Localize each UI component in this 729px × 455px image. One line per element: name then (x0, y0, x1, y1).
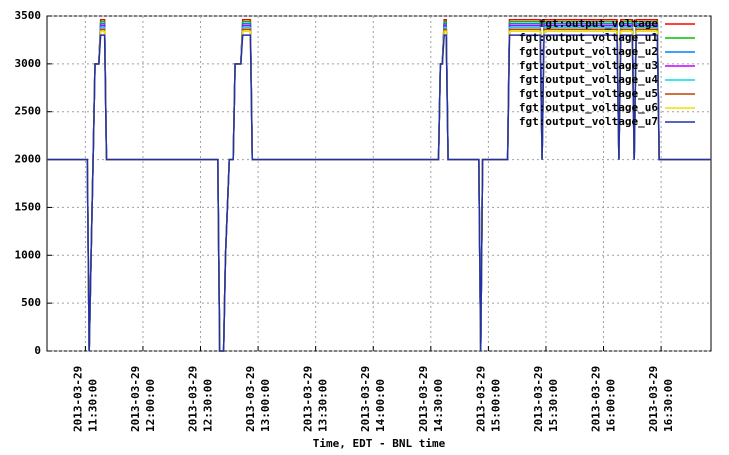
legend-label: fgt:output_voltage_u2 (519, 45, 658, 58)
legend-label: fgt:output_voltage (539, 17, 659, 30)
x-tick-label: 2013-03-29 12:00:00 (129, 366, 157, 432)
x-tick-label: 2013-03-29 11:30:00 (71, 366, 99, 432)
y-tick-label: 3000 (15, 57, 42, 70)
y-tick-label: 0 (34, 344, 41, 357)
x-tick-label: 2013-03-29 13:00:00 (244, 366, 272, 432)
y-tick-label: 2000 (15, 153, 42, 166)
legend-label: fgt:output_voltage_u6 (519, 101, 658, 114)
x-tick-label: 2013-03-29 13:30:00 (302, 366, 330, 432)
legend-label: fgt:output_voltage_u7 (519, 115, 658, 128)
x-tick-label: 2013-03-29 16:00:00 (590, 366, 618, 432)
x-tick-label: 2013-03-29 15:00:00 (474, 366, 502, 432)
y-tick-label: 1000 (15, 248, 42, 261)
x-tick-label: 2013-03-29 14:30:00 (417, 366, 445, 432)
x-tick-label: 2013-03-29 14:00:00 (359, 366, 387, 432)
y-tick-label: 1500 (15, 200, 42, 213)
legend-label: fgt:output_voltage_u1 (519, 31, 658, 44)
y-tick-label: 2500 (15, 105, 42, 118)
plot-frame (46, 15, 712, 352)
x-axis-label: Time, EDT - BNL time (313, 437, 446, 450)
y-tick-label: 3500 (15, 9, 42, 22)
legend-label: fgt:output_voltage_u3 (519, 59, 658, 72)
x-tick-label: 2013-03-29 15:30:00 (532, 366, 560, 432)
legend-label: fgt:output_voltage_u4 (519, 73, 658, 86)
legend-label: fgt:output_voltage_u5 (519, 87, 658, 100)
series-line (47, 34, 711, 352)
x-tick-label: 2013-03-29 16:30:00 (647, 366, 675, 432)
y-tick-label: 500 (21, 296, 41, 309)
x-tick-label: 2013-03-29 12:30:00 (187, 366, 215, 432)
